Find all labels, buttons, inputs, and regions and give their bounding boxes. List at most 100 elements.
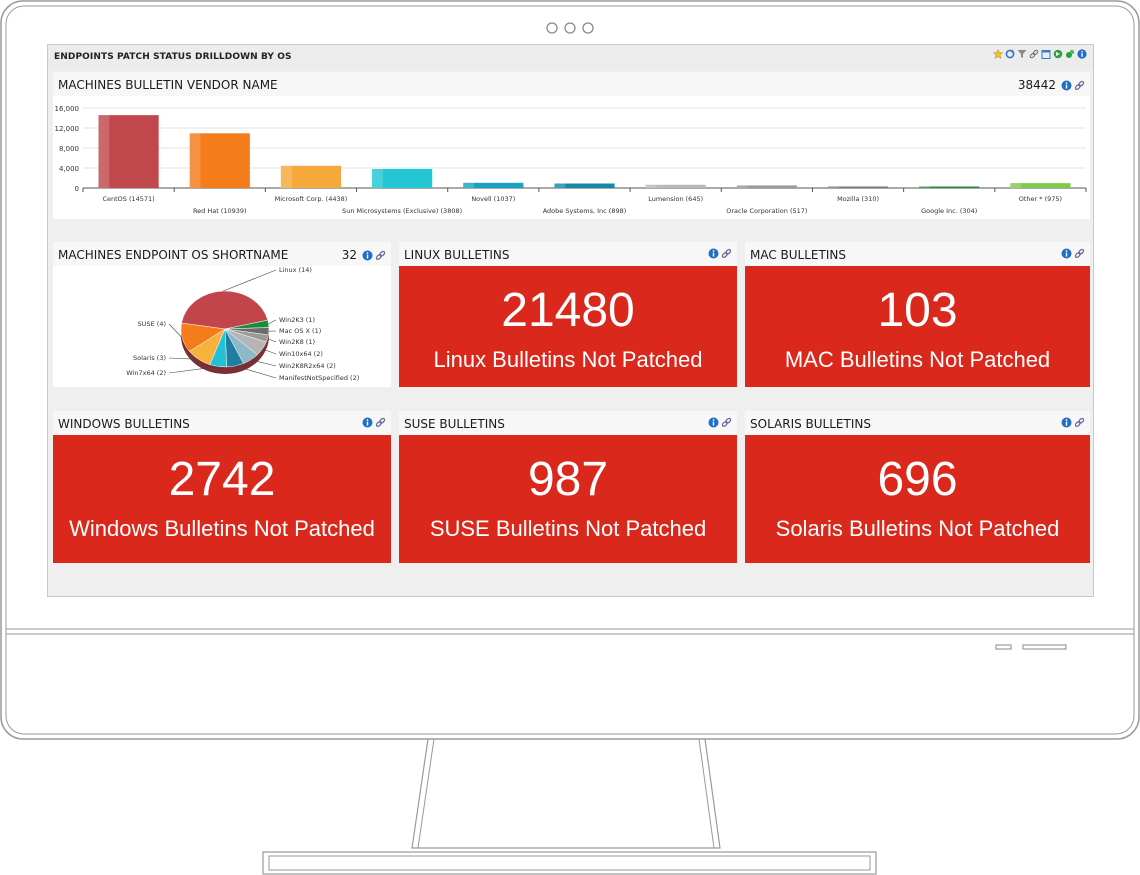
x-tick-label: Red Hat (10939): [193, 207, 247, 215]
camera-dot-icon: [546, 22, 558, 34]
linux-panel-header: LINUX BULLETINS: [399, 242, 737, 266]
vendor-panel-title: MACHINES BULLETIN VENDOR NAME: [58, 78, 278, 92]
windows-panel-header: WINDOWS BULLETINS: [53, 411, 391, 435]
x-tick-label: Microsoft Corp. (4438): [275, 195, 348, 203]
bar: [919, 186, 980, 188]
bar: [463, 182, 524, 188]
bar-highlight: [98, 115, 110, 188]
calendar-icon[interactable]: [1041, 49, 1051, 59]
solaris-tile[interactable]: 696 Solaris Bulletins Not Patched: [745, 435, 1090, 563]
pie-leader-line: [168, 366, 219, 374]
x-tick-label: Adobe Systems, Inc (898): [543, 207, 627, 215]
info-icon[interactable]: [708, 248, 719, 259]
linux-bulletins-panel[interactable]: LINUX BULLETINS 21480 Linux Bulletins No…: [399, 242, 737, 387]
mac-bulletins-label: MAC Bulletins Not Patched: [784, 347, 1051, 372]
os-panel-header: MACHINES ENDPOINT OS SHORTNAME 32: [53, 242, 391, 266]
bar-highlight: [280, 165, 292, 188]
link-icon[interactable]: [721, 417, 732, 428]
suse-tile[interactable]: 987 SUSE Bulletins Not Patched: [399, 435, 737, 563]
pie-leader-line: [267, 338, 277, 343]
info-icon[interactable]: [1077, 49, 1087, 59]
export-icon[interactable]: [1053, 49, 1063, 59]
windows-tile[interactable]: 2742 Windows Bulletins Not Patched: [53, 435, 391, 563]
y-tick-label: 4,000: [59, 165, 79, 173]
windows-bulletins-panel[interactable]: WINDOWS BULLETINS 2742 Windows Bulletins…: [53, 411, 391, 563]
pie-label: Win10x64 (2): [279, 350, 323, 358]
os-chart-panel: MACHINES ENDPOINT OS SHORTNAME 32 Linux …: [53, 242, 391, 387]
pie-leader-line: [168, 357, 199, 360]
pie-label: ManifestNotSpecified (2): [279, 374, 359, 382]
pie-slice: [181, 290, 269, 330]
bar-highlight: [463, 182, 475, 188]
info-icon[interactable]: [362, 417, 373, 428]
mac-bulletins-value: 103: [877, 284, 958, 337]
suse-bulletins-panel[interactable]: SUSE BULLETINS 987 SUSE Bulletins Not Pa…: [399, 411, 737, 563]
bar-highlight: [919, 186, 930, 188]
x-tick-label: Lumension (645): [648, 195, 703, 203]
info-icon[interactable]: [362, 250, 373, 261]
pie-label: Solaris (3): [133, 354, 166, 362]
x-tick-label: Google Inc. (304): [921, 207, 977, 215]
solaris-bulletins-label: Solaris Bulletins Not Patched: [775, 516, 1060, 541]
y-tick-label: 0: [75, 185, 79, 193]
x-tick-label: CentOS (14571): [102, 195, 154, 203]
bar-highlight: [736, 185, 748, 188]
linux-panel-title: LINUX BULLETINS: [404, 248, 510, 262]
link-icon[interactable]: [375, 417, 386, 428]
link-icon[interactable]: [375, 250, 386, 261]
solaris-bulletins-value: 696: [877, 453, 958, 506]
bar: [98, 115, 159, 188]
link-icon[interactable]: [721, 248, 732, 259]
suse-bulletins-value: 987: [527, 453, 609, 506]
pie-label: Win2K8 (1): [279, 338, 315, 346]
filter-icon[interactable]: [1017, 49, 1027, 59]
bar: [827, 186, 889, 188]
os-count: 32: [341, 248, 357, 262]
suse-bulletins-label: SUSE Bulletins Not Patched: [429, 516, 707, 541]
star-icon[interactable]: [993, 49, 1003, 59]
pie-leader-line: [268, 319, 277, 325]
link-icon[interactable]: [1029, 49, 1039, 59]
bar: [736, 185, 797, 188]
x-tick-label: Sun Microsystems (Exclusive) (3808): [342, 207, 462, 215]
bar: [280, 165, 342, 188]
bar: [189, 133, 250, 188]
pie-label: Win2K8R2x64 (2): [279, 362, 336, 370]
info-icon[interactable]: [708, 417, 719, 428]
link-icon[interactable]: [1074, 248, 1085, 259]
solaris-panel-header: SOLARIS BULLETINS: [745, 411, 1090, 435]
pie-label: Win2K3 (1): [279, 316, 315, 324]
vendor-chart-panel: MACHINES BULLETIN VENDOR NAME 38442 0 4,0…: [53, 72, 1090, 219]
bar-highlight: [645, 184, 657, 188]
linux-panel-icons: [708, 248, 732, 259]
mac-tile[interactable]: 103 MAC Bulletins Not Patched: [745, 266, 1090, 387]
info-icon[interactable]: [1061, 248, 1072, 259]
solaris-panel-icons: [1061, 417, 1085, 428]
info-icon[interactable]: [1061, 417, 1072, 428]
pie-leader-line: [223, 269, 277, 292]
linux-bulletins-value: 21480: [501, 284, 635, 337]
tools-icon[interactable]: [1065, 49, 1075, 59]
y-tick-label: 16,000: [55, 105, 80, 113]
x-tick-label: Oracle Corporation (517): [726, 207, 807, 215]
link-icon[interactable]: [1074, 417, 1085, 428]
refresh-icon[interactable]: [1005, 49, 1015, 59]
info-icon[interactable]: [1061, 80, 1072, 91]
bar: [645, 184, 706, 188]
windows-bulletins-value: 2742: [168, 453, 276, 506]
x-tick-label: Other * (975): [1019, 195, 1062, 203]
linux-tile[interactable]: 21480 Linux Bulletins Not Patched: [399, 266, 737, 387]
suse-panel-header: SUSE BULLETINS: [399, 411, 737, 435]
pie-slice: [180, 322, 226, 352]
os-panel-icons: 32: [342, 248, 386, 262]
vendor-panel-icons: 38442: [1018, 78, 1085, 92]
link-icon[interactable]: [1074, 80, 1085, 91]
bar-highlight: [372, 168, 383, 188]
mac-bulletins-panel[interactable]: MAC BULLETINS 103 MAC Bulletins Not Patc…: [745, 242, 1090, 387]
windows-panel-icons: [362, 417, 386, 428]
suse-panel-icons: [708, 417, 732, 428]
mac-panel-title: MAC BULLETINS: [750, 248, 846, 262]
vendor-count: 38442: [1017, 78, 1056, 92]
suse-panel-title: SUSE BULLETINS: [404, 417, 505, 431]
solaris-bulletins-panel[interactable]: SOLARIS BULLETINS 696 Solaris Bulletins …: [745, 411, 1090, 563]
